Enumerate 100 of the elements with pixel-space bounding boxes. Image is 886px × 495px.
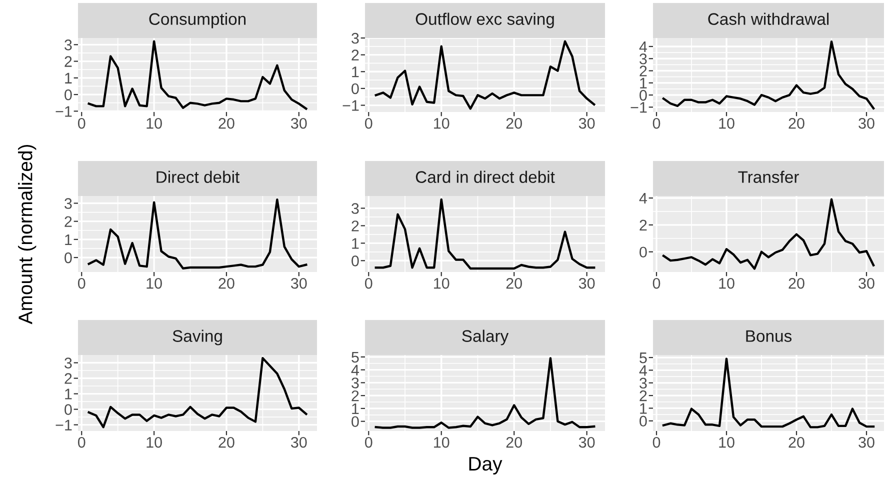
y-tick-label: 3 <box>64 40 72 50</box>
y-tick-label: 1 <box>65 234 72 245</box>
x-tick-label: 10 <box>146 436 162 448</box>
y-tick-label: −1 <box>56 420 72 430</box>
y-tick-label: 1 <box>640 403 647 414</box>
line-series <box>662 358 875 428</box>
x-tick-label: 20 <box>218 118 234 129</box>
x-tick-label: 0 <box>652 278 660 289</box>
y-tick-label: 2 <box>352 220 359 232</box>
y-tick-label: 4 <box>639 193 647 204</box>
x-tick-label: 0 <box>78 118 86 129</box>
y-tick-label: 3 <box>64 358 72 368</box>
line-series <box>88 40 308 110</box>
x-tick-label: 30 <box>578 118 595 129</box>
y-axis-title: Amount (normalized) <box>18 144 36 324</box>
y-tick-label: 0 <box>352 416 359 428</box>
line-series <box>88 198 308 270</box>
x-tick-label: 30 <box>290 278 307 289</box>
x-tick-label: 0 <box>652 118 660 129</box>
y-tick-label: 5 <box>352 352 359 363</box>
x-tick-label: 30 <box>858 436 874 448</box>
x-tick-label: 20 <box>218 278 234 289</box>
x-tick-label: 10 <box>434 436 450 448</box>
line-series <box>662 198 875 270</box>
x-tick-label: 20 <box>506 278 522 289</box>
x-axis-title: Day <box>469 457 502 474</box>
y-tick-label: 1 <box>352 66 359 78</box>
y-tick-label: 4 <box>639 365 647 376</box>
y-tick-label: 2 <box>64 373 72 384</box>
x-tick-label: 20 <box>788 436 804 448</box>
x-tick-label: 10 <box>719 118 734 129</box>
line-series <box>88 356 308 428</box>
y-tick-label: 3 <box>64 198 72 209</box>
y-tick-label: 1 <box>640 78 647 88</box>
y-tick-label: 2 <box>352 50 359 60</box>
x-tick-label: 20 <box>506 436 522 448</box>
y-tick-label: 0 <box>640 90 647 101</box>
x-tick-label: 30 <box>858 278 874 289</box>
line-series <box>374 40 596 110</box>
line-series <box>374 357 596 429</box>
x-tick-label: 10 <box>146 118 162 129</box>
y-tick-label: 2 <box>64 216 72 227</box>
y-tick-label: 0 <box>352 256 359 266</box>
x-tick-label: 0 <box>78 436 86 448</box>
chart-title: Cash withdrawal <box>708 12 829 25</box>
chart-title: Transfer <box>738 170 799 183</box>
chart-title: Consumption <box>149 12 246 28</box>
x-tick-label: 0 <box>78 278 86 289</box>
x-tick-label: 30 <box>858 118 874 129</box>
y-tick-label: 1 <box>352 403 359 414</box>
y-tick-label: 3 <box>640 53 647 64</box>
y-tick-label: 0 <box>352 83 359 94</box>
x-tick-label: 0 <box>364 436 372 448</box>
y-tick-label: 1 <box>352 238 359 249</box>
x-tick-label: 10 <box>434 118 450 129</box>
y-tick-label: −1 <box>342 100 359 111</box>
y-tick-label: 0 <box>64 252 72 264</box>
y-tick-label: 0 <box>64 404 72 415</box>
chart-title: Card in direct debit <box>416 170 555 183</box>
x-tick-label: 30 <box>290 118 307 129</box>
y-tick-label: −1 <box>630 102 647 113</box>
x-tick-label: 10 <box>719 278 734 289</box>
x-tick-label: 10 <box>146 278 162 289</box>
x-tick-label: 10 <box>719 436 734 448</box>
y-tick-label: 2 <box>640 220 647 230</box>
x-tick-label: 10 <box>434 278 450 289</box>
y-tick-label: 3 <box>352 203 359 214</box>
x-tick-label: 20 <box>788 278 804 289</box>
chart-title: Saving <box>172 330 222 346</box>
y-tick-label: 4 <box>351 364 359 376</box>
y-tick-label: 3 <box>352 32 359 44</box>
x-tick-label: 20 <box>788 118 804 129</box>
chart-title: Outflow exc saving <box>416 12 554 28</box>
y-tick-label: 3 <box>352 378 359 388</box>
y-tick-label: 0 <box>640 246 647 258</box>
y-tick-label: 2 <box>352 390 359 402</box>
y-tick-label: 1 <box>65 388 72 400</box>
chart-title: Bonus <box>746 330 792 342</box>
x-tick-label: 30 <box>290 436 307 448</box>
chart-title: Direct debit <box>156 170 240 183</box>
x-tick-label: 20 <box>218 436 234 448</box>
chart-title: Salary <box>462 330 509 346</box>
y-tick-label: 1 <box>65 72 72 84</box>
line-series <box>662 40 875 110</box>
y-tick-label: 2 <box>64 56 72 67</box>
y-tick-label: 3 <box>640 378 647 389</box>
y-tick-label: 5 <box>640 352 647 364</box>
x-tick-label: 20 <box>506 118 522 129</box>
y-tick-label: 0 <box>640 416 647 427</box>
y-tick-label: −1 <box>56 106 72 117</box>
line-series <box>374 198 596 270</box>
y-tick-label: 0 <box>64 89 72 100</box>
y-tick-label: 2 <box>640 66 647 76</box>
y-tick-label: 2 <box>640 390 647 402</box>
x-tick-label: 0 <box>652 436 660 448</box>
x-tick-label: 0 <box>364 118 372 129</box>
x-tick-label: 0 <box>364 278 372 289</box>
x-tick-label: 30 <box>578 278 595 289</box>
y-tick-label: 4 <box>639 42 647 52</box>
x-tick-label: 30 <box>578 436 595 448</box>
